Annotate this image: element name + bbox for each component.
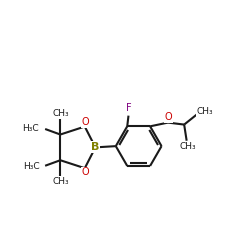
- Text: B: B: [91, 142, 100, 152]
- Text: CH₃: CH₃: [179, 142, 196, 151]
- Text: H₃C: H₃C: [23, 162, 40, 171]
- Text: CH₃: CH₃: [197, 107, 214, 116]
- Text: CH₃: CH₃: [52, 109, 69, 118]
- Text: O: O: [82, 168, 89, 177]
- Text: O: O: [165, 112, 172, 122]
- Text: H₃C: H₃C: [22, 124, 39, 133]
- Text: F: F: [126, 103, 131, 113]
- Text: O: O: [82, 117, 89, 127]
- Text: CH₃: CH₃: [52, 177, 69, 186]
